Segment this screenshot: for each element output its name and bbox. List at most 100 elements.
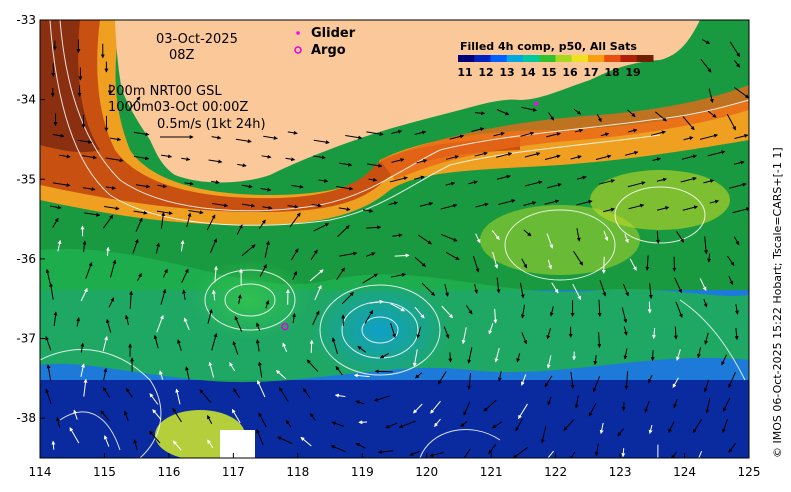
velocity-arrow: [681, 154, 698, 160]
velocity-arrow: [512, 446, 529, 458]
velocity-arrow: [599, 179, 615, 185]
velocity-arrow: [573, 108, 582, 115]
x-tick-label: 114: [29, 465, 52, 479]
y-tick-label: -38: [16, 411, 36, 425]
velocity-arrow: [388, 201, 399, 206]
velocity-arrow: [265, 300, 270, 309]
velocity-arrow: [734, 327, 739, 341]
velocity-arrow: [49, 205, 62, 210]
velocity-arrow: [369, 299, 384, 304]
velocity-arrow: [728, 372, 736, 389]
velocity-arrow: [155, 242, 160, 254]
velocity-arrow: [337, 225, 350, 238]
velocity-arrow: [597, 299, 602, 318]
velocity-arrow: [523, 201, 537, 206]
velocity-arrow: [309, 339, 314, 353]
velocity-arrow: [468, 180, 478, 185]
velocity-arrow: [362, 273, 378, 284]
velocity-arrow: [621, 307, 628, 324]
velocity-arrow: [676, 349, 681, 361]
velocity-arrow: [704, 332, 709, 345]
velocity-arrow: [521, 258, 528, 269]
velocity-arrow: [275, 370, 287, 380]
colorbar-tick-label: 12: [478, 66, 493, 79]
velocity-arrow: [437, 371, 447, 385]
velocity-arrow: [617, 428, 624, 437]
velocity-arrow: [398, 420, 416, 429]
velocity-arrow: [445, 251, 460, 261]
x-tick-label: 116: [157, 465, 180, 479]
velocity-arrow: [264, 240, 270, 258]
velocity-arrow: [463, 401, 471, 416]
velocity-arrow: [129, 290, 134, 309]
velocity-arrow: [391, 158, 405, 163]
credit-text: © IMOS 06-Oct-2025 15:22 Hobart; Tscale=…: [771, 147, 784, 458]
velocity-arrow: [732, 207, 749, 214]
velocity-arrow: [336, 267, 345, 280]
velocity-arrow: [109, 259, 117, 278]
colorbar-swatch: [620, 55, 638, 62]
colorbar-tick-label: 13: [499, 66, 514, 79]
velocity-arrow: [105, 185, 117, 190]
velocity-arrow: [544, 154, 561, 161]
velocity-arrow: [733, 160, 745, 165]
velocity-arrow: [448, 352, 453, 363]
x-tick-label: 124: [673, 465, 696, 479]
y-tick-label: -37: [16, 332, 36, 346]
velocity-arrow: [82, 155, 97, 160]
velocity-arrow: [52, 182, 71, 187]
velocity-arrow: [85, 261, 93, 279]
velocity-arrow: [82, 240, 87, 253]
velocity-arrow: [682, 205, 698, 211]
velocity-arrow: [207, 439, 214, 449]
glider-legend-label: Glider: [311, 26, 356, 41]
velocity-arrow: [83, 378, 88, 397]
velocity-arrow: [338, 207, 351, 212]
velocity-arrow: [334, 393, 346, 398]
velocity-arrow: [57, 239, 62, 252]
velocity-arrow: [366, 225, 382, 230]
velocity-arrow: [160, 288, 167, 305]
velocity-arrow: [572, 283, 582, 301]
velocity-arrow: [390, 303, 405, 312]
velocity-arrow: [102, 386, 111, 398]
velocity-arrow: [674, 277, 683, 294]
velocity-arrow: [645, 255, 650, 271]
velocity-arrow: [696, 347, 702, 359]
colorbar-title: Filled 4h comp, p50, All Sats: [460, 40, 637, 53]
velocity-arrow: [547, 396, 552, 406]
velocity-arrow: [331, 421, 345, 427]
velocity-arrow: [474, 111, 486, 116]
velocity-arrow: [599, 422, 604, 435]
velocity-arrow: [673, 399, 678, 409]
velocity-arrow: [69, 427, 80, 444]
velocity-arrow: [206, 214, 216, 231]
velocity-arrow: [80, 342, 85, 353]
velocity-arrow: [523, 229, 532, 237]
velocity-arrow: [546, 327, 552, 340]
velocity-arrow: [335, 366, 343, 376]
velocity-arrow: [488, 444, 497, 455]
velocity-arrow: [77, 139, 93, 144]
velocity-arrow: [133, 210, 148, 215]
colorbar-tick-label: 17: [583, 66, 598, 79]
velocity-arrow: [483, 399, 497, 412]
velocity-arrow: [374, 369, 393, 374]
velocity-arrow: [647, 375, 653, 384]
velocity-arrow: [547, 450, 554, 458]
velocity-arrow: [588, 402, 597, 417]
velocity-arrow: [207, 308, 213, 324]
velocity-arrow: [414, 175, 425, 180]
velocity-arrow: [549, 306, 554, 317]
velocity-arrow: [104, 205, 120, 211]
velocity-arrow: [394, 253, 410, 258]
velocity-arrow: [137, 272, 142, 282]
velocity-arrow: [493, 131, 505, 137]
velocity-arrow: [290, 248, 299, 261]
velocity-arrow: [593, 355, 598, 366]
colorbar-tick-label: 19: [625, 66, 640, 79]
velocity-arrow: [292, 312, 296, 324]
velocity-arrow: [339, 251, 358, 257]
velocity-arrow: [53, 311, 58, 327]
velocity-arrow: [444, 283, 449, 297]
